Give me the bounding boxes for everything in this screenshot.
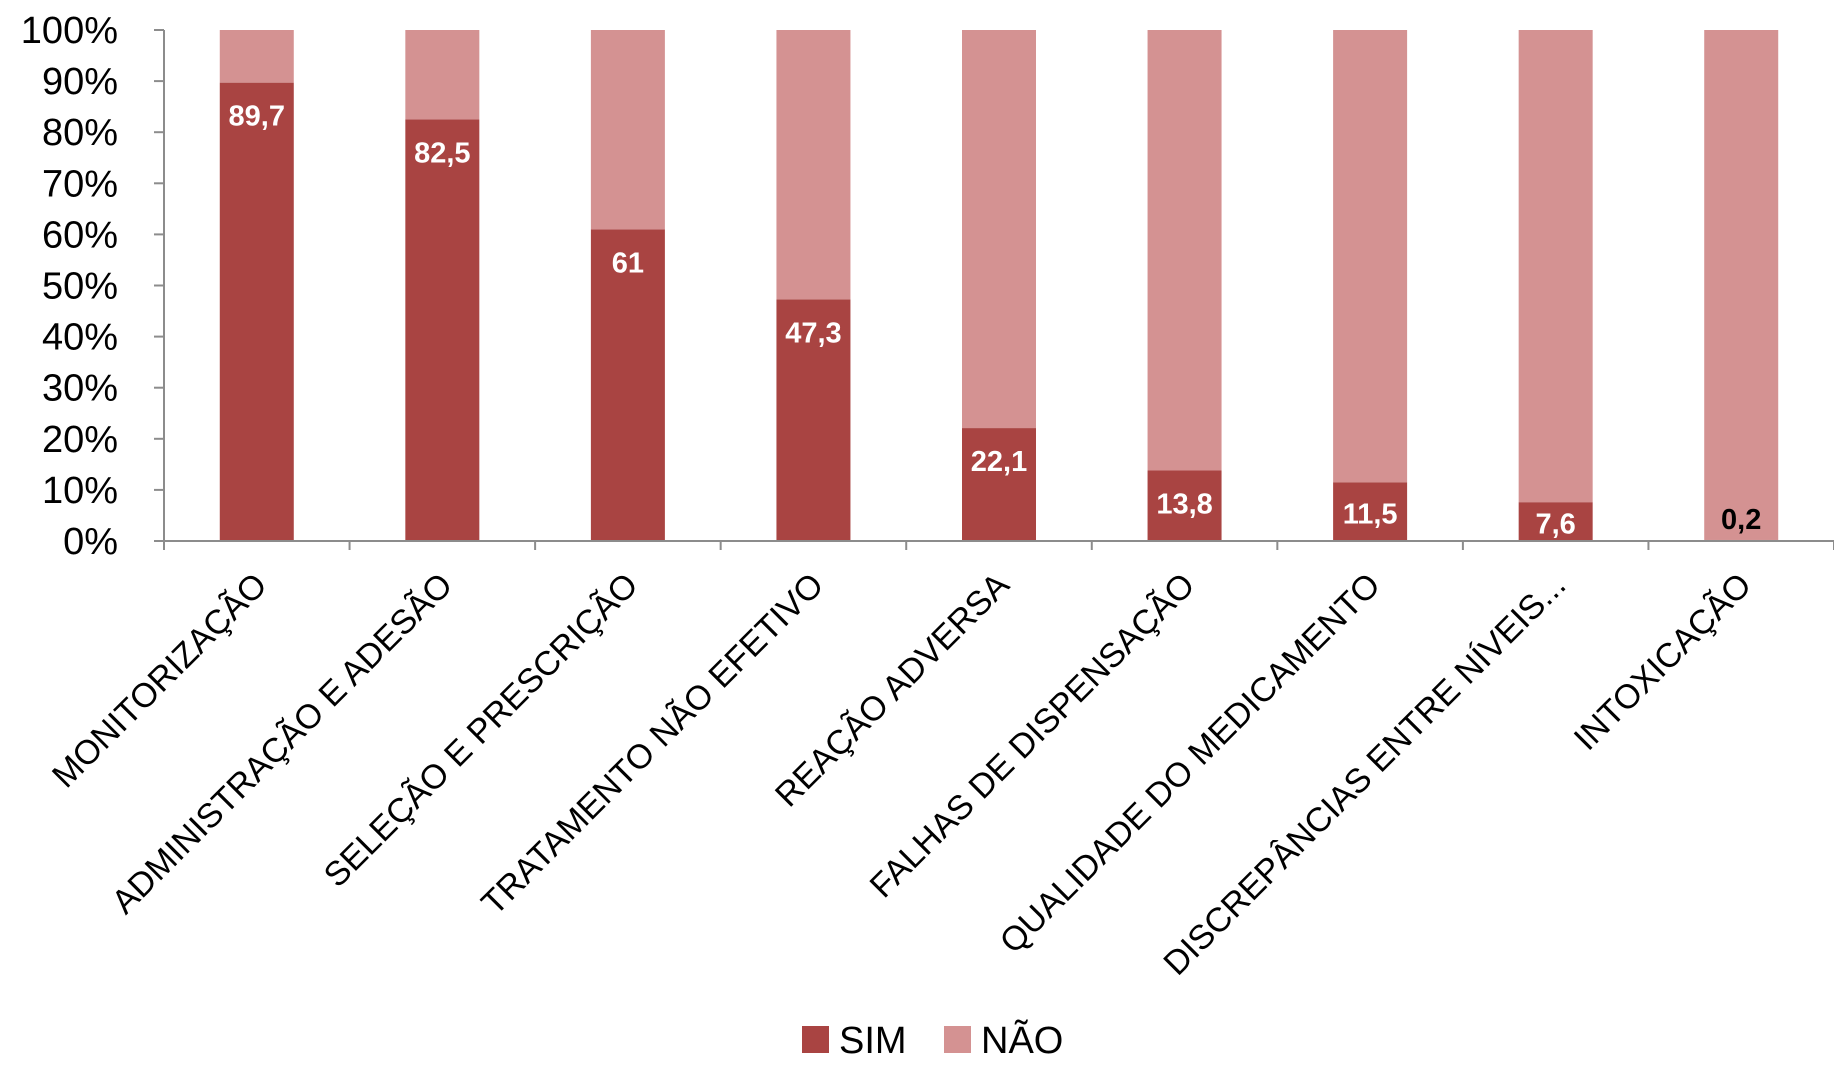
bar-nao (405, 30, 480, 120)
bar-nao (776, 30, 851, 300)
bar-sim (962, 428, 1036, 541)
data-label: 61 (612, 247, 644, 279)
y-tick-label: 70% (42, 163, 118, 205)
bar-nao (1518, 30, 1593, 503)
legend-label: NÃO (981, 1019, 1063, 1062)
y-tick-label: 90% (42, 61, 118, 103)
bar-sim (1147, 470, 1222, 541)
bar-sim (1518, 502, 1593, 541)
bar-sim (590, 229, 665, 542)
bar-nao (219, 30, 294, 83)
data-label: 22,1 (971, 446, 1027, 478)
bar-sim (405, 119, 480, 542)
y-tick-label: 40% (42, 317, 118, 359)
category-label: ADMINISTRAÇÃO E ADESÃO (104, 566, 460, 922)
legend-swatch (944, 1026, 971, 1053)
y-tick-label: 30% (42, 368, 118, 410)
y-tick-label: 10% (42, 470, 118, 512)
data-label: 0,2 (1721, 504, 1761, 536)
y-axis: 0% 10% 20% 30% 40% 50% 60% 70% 80% 90% 100% (21, 10, 165, 563)
data-label: 11,5 (1343, 499, 1398, 531)
bar-nao (1333, 30, 1408, 483)
y-tick-label: 80% (42, 112, 118, 154)
data-label: 82,5 (414, 137, 470, 169)
bar-nao (590, 30, 665, 230)
category-label: TRATAMENTO NÃO EFETIVO (474, 566, 831, 923)
data-label: 13,8 (1156, 488, 1212, 520)
data-label: 47,3 (785, 317, 841, 349)
bar-nao (1704, 30, 1779, 540)
bars: 89,7 82,5 61 47,3 22,1 13,8 11,5 7,6 0,2 (219, 30, 1779, 542)
y-tick-label: 60% (42, 214, 118, 256)
category-label: DISCREPÂNCIAS ENTRE NÍVEIS... (1156, 566, 1573, 983)
legend-swatch (802, 1026, 829, 1053)
y-tick-label: 50% (42, 266, 118, 308)
bar-sim (219, 82, 294, 542)
data-label: 7,6 (1536, 509, 1576, 541)
category-label: QUALIDADE DO MEDICAMENTO (993, 566, 1388, 961)
data-label: 89,7 (229, 101, 285, 133)
legend-label: SIM (839, 1020, 907, 1062)
category-label: FALHAS DE DISPENSAÇÃO (863, 566, 1203, 906)
category-label: SELEÇÃO E PRESCRIÇÃO (317, 566, 646, 895)
y-tick-label: 100% (21, 10, 118, 52)
bar-sim (776, 299, 851, 541)
bar-nao (1147, 30, 1222, 471)
legend: SIM NÃO (802, 1019, 1063, 1062)
bar-nao (962, 30, 1036, 429)
category-label: INTOXICAÇÃO (1567, 566, 1759, 758)
y-tick-label: 0% (63, 521, 118, 563)
bar-sim (1333, 482, 1408, 541)
y-tick-label: 20% (42, 419, 118, 461)
